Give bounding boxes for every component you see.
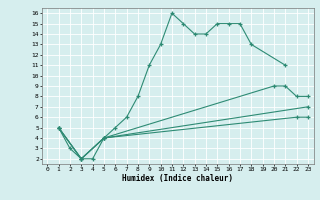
X-axis label: Humidex (Indice chaleur): Humidex (Indice chaleur): [122, 174, 233, 183]
